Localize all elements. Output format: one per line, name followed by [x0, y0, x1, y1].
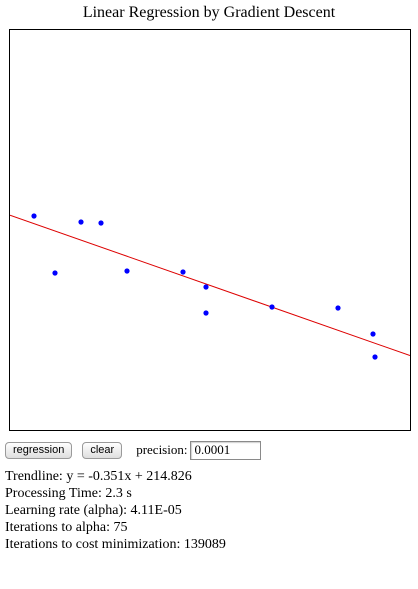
data-point	[180, 269, 186, 275]
data-point	[203, 310, 209, 316]
results-panel: Trendline: y = -0.351x + 214.826 Process…	[5, 468, 226, 553]
processing-time-text: Processing Time: 2.3 s	[5, 486, 132, 501]
data-point	[335, 305, 341, 311]
data-point	[370, 331, 376, 337]
trendline-text: Trendline: y = -0.351x + 214.826	[5, 469, 192, 484]
data-point	[124, 268, 130, 274]
scatter-plot[interactable]	[10, 30, 410, 430]
controls-bar: regression clear precision:	[5, 440, 262, 460]
iterations-alpha-text: Iterations to alpha: 75	[5, 520, 128, 535]
data-point	[269, 304, 275, 310]
data-point	[52, 270, 58, 276]
data-point	[78, 219, 84, 225]
clear-button[interactable]: clear	[82, 441, 123, 459]
page-title: Linear Regression by Gradient Descent	[82, 4, 336, 21]
data-point	[31, 213, 37, 219]
data-point	[98, 220, 104, 226]
iterations-cost-text: Iterations to cost minimization: 139089	[5, 537, 226, 552]
precision-label: precision:	[136, 442, 188, 457]
trendline	[10, 214, 410, 357]
learning-rate-text: Learning rate (alpha): 4.11E-05	[5, 503, 182, 518]
plot-canvas[interactable]	[9, 29, 411, 431]
data-point	[372, 354, 378, 360]
precision-input[interactable]	[190, 440, 262, 460]
regression-button[interactable]: regression	[5, 441, 73, 459]
data-point	[203, 284, 209, 290]
